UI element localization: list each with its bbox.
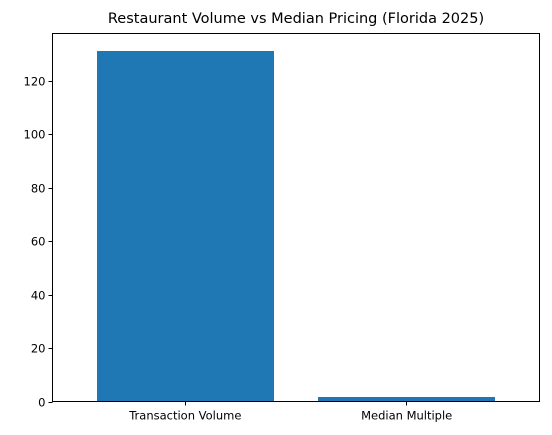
y-tick-label-6: 120 <box>24 75 46 89</box>
bars-group <box>96 51 496 402</box>
y-tick-label-4: 80 <box>31 182 46 196</box>
x-tick-label-0: Transaction Volume <box>128 409 241 423</box>
y-tick-label-5: 100 <box>24 128 46 142</box>
y-tick-label-1: 20 <box>31 342 46 356</box>
y-tick-label-2: 40 <box>31 289 46 303</box>
y-tick-label-0: 0 <box>38 396 45 410</box>
y-tick-label-3: 60 <box>31 235 46 249</box>
plot-frame <box>52 33 540 402</box>
x-tick-label-1: Median Multiple <box>361 409 452 423</box>
chart-title: Restaurant Volume vs Median Pricing (Flo… <box>108 11 484 27</box>
y-axis: 0 20 40 60 80 100 120 <box>24 75 53 410</box>
bar-1 <box>318 396 496 402</box>
bar-0 <box>96 51 274 402</box>
x-axis: Transaction Volume Median Multiple <box>128 401 452 423</box>
